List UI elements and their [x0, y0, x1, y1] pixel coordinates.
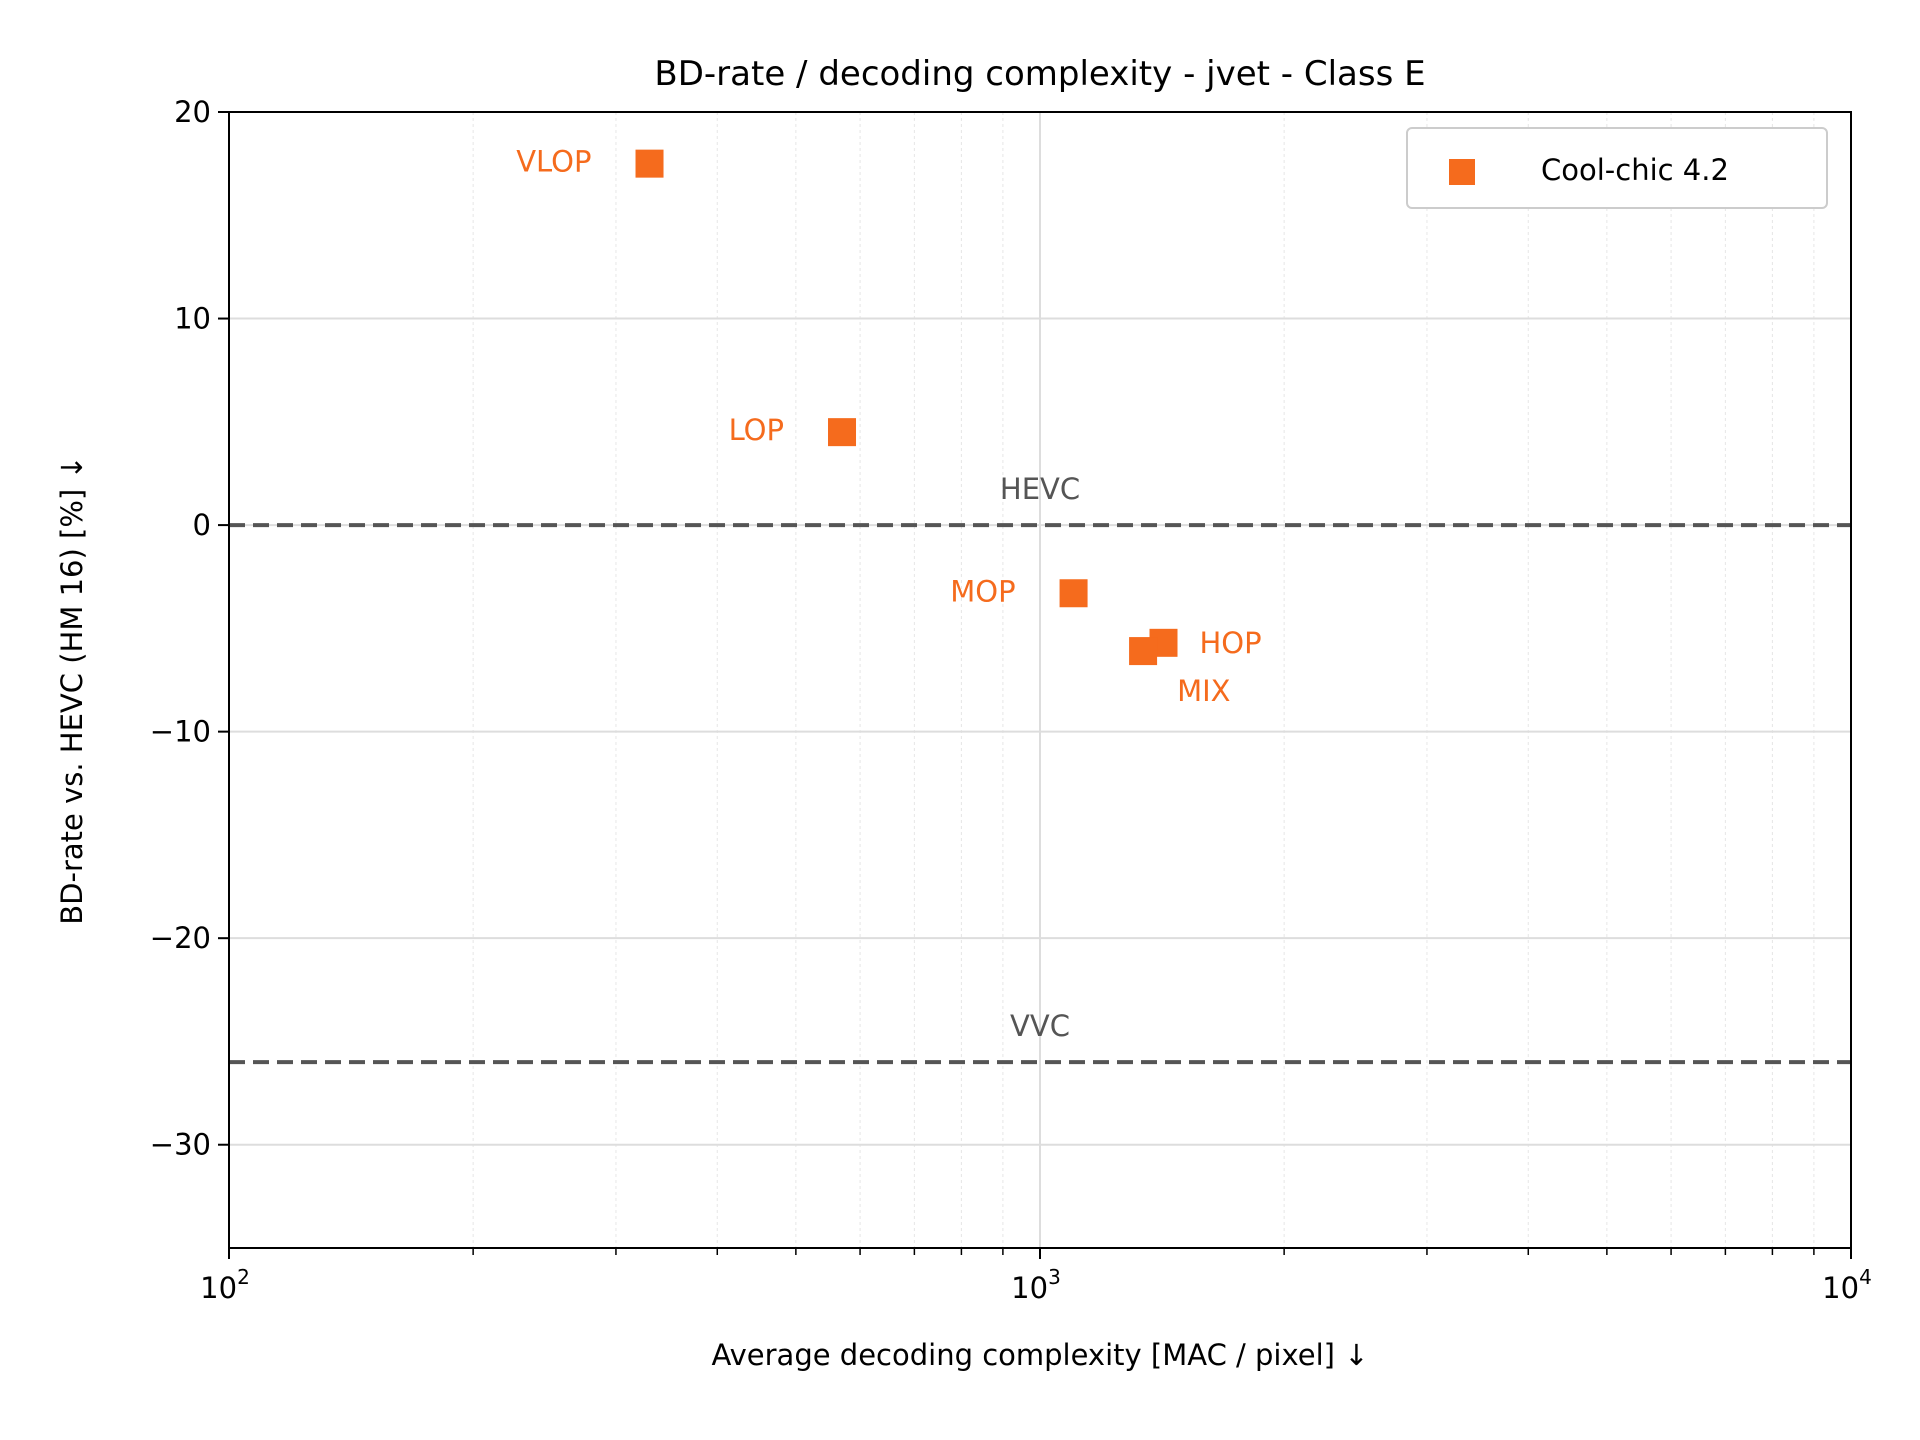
reference-labels: HEVC VVC [1000, 472, 1080, 1043]
y-tick-label: 20 [174, 95, 211, 129]
point-label-vlop: VLOP [516, 145, 591, 179]
legend-marker [1449, 159, 1475, 185]
reference-label-hevc: HEVC [1000, 472, 1080, 506]
y-axis-ticks: 20 10 0 −10 −20 −30 [150, 95, 229, 1162]
x-tick-exponent: 2 [237, 1265, 250, 1289]
x-axis-label: Average decoding complexity [MAC / pixel… [711, 1338, 1368, 1372]
x-tick-exponent: 3 [1048, 1265, 1061, 1289]
data-point-vlop [635, 149, 664, 178]
y-tick-label: −10 [150, 715, 211, 749]
legend: Cool-chic 4.2 [1406, 127, 1828, 209]
reference-label-vvc: VVC [1010, 1009, 1070, 1043]
point-label-mop: MOP [950, 574, 1015, 608]
x-axis-ticks: 102 103 104 [200, 1248, 1872, 1305]
point-label-mix: MIX [1177, 674, 1230, 708]
y-tick-label: −20 [150, 921, 211, 955]
data-points [635, 149, 1178, 666]
legend-box [1406, 127, 1828, 209]
x-tick-label: 102 [200, 1265, 250, 1305]
point-labels: VLOP LOP MOP HOP MIX [516, 145, 1261, 708]
chart-title: BD-rate / decoding complexity - jvet - C… [654, 54, 1425, 94]
data-point-mop [1059, 579, 1088, 608]
x-tick-exponent: 4 [1859, 1265, 1872, 1289]
reference-lines [229, 523, 1851, 1065]
y-tick-label: −30 [150, 1128, 211, 1162]
data-point-lop [828, 418, 857, 447]
legend-label: Cool-chic 4.2 [1541, 153, 1729, 187]
data-point-mix [1129, 637, 1158, 666]
y-tick-label: 0 [193, 508, 211, 542]
y-tick-label: 10 [174, 302, 211, 336]
point-label-hop: HOP [1200, 626, 1262, 660]
y-axis-label: BD-rate vs. HEVC (HM 16) [%] ↓ [55, 455, 89, 924]
point-label-lop: LOP [729, 413, 784, 447]
